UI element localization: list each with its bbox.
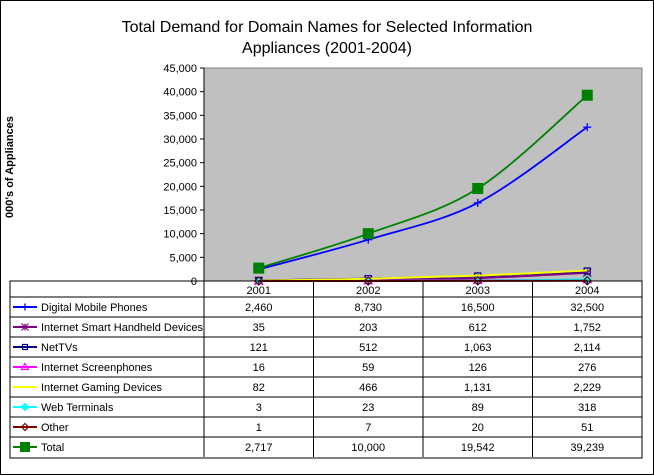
legend-key-marker-7 bbox=[20, 442, 30, 452]
legend-label-1: Internet Smart Handheld Devices bbox=[41, 322, 204, 334]
x-tick-label-1: 2002 bbox=[356, 285, 380, 297]
point-s7-2 bbox=[472, 183, 484, 195]
table-cell-s7-1: 10,000 bbox=[351, 442, 385, 454]
table-cell-s5-2: 89 bbox=[472, 402, 484, 414]
table-cell-s6-1: 7 bbox=[365, 422, 371, 434]
table-cell-s1-2: 612 bbox=[469, 322, 487, 334]
table-cell-s4-1: 466 bbox=[359, 382, 377, 394]
table-cell-s4-3: 2,229 bbox=[573, 382, 601, 394]
x-tick-label-0: 2001 bbox=[247, 285, 271, 297]
legend-key-marker-1 bbox=[21, 323, 29, 331]
table-cell-s3-2: 126 bbox=[469, 362, 487, 374]
table-cell-s7-0: 2,717 bbox=[245, 442, 273, 454]
table-cell-s3-0: 16 bbox=[253, 362, 265, 374]
table-cell-s1-0: 35 bbox=[253, 322, 265, 334]
y-tick-label-7: 35,000 bbox=[163, 110, 197, 122]
table-cell-s3-1: 59 bbox=[362, 362, 374, 374]
point-s7-3 bbox=[581, 89, 593, 101]
legend-key-marker-5 bbox=[20, 402, 30, 412]
table-cell-s6-3: 51 bbox=[581, 422, 593, 434]
table-cell-s2-1: 512 bbox=[359, 342, 377, 354]
y-tick-label-6: 30,000 bbox=[163, 134, 197, 146]
y-tick-label-4: 20,000 bbox=[163, 181, 197, 193]
chart-title: Total Demand for Domain Names for Select… bbox=[1, 17, 653, 59]
table-cell-s7-2: 19,542 bbox=[461, 442, 495, 454]
legend-label-4: Internet Gaming Devices bbox=[41, 382, 163, 394]
x-tick-label-3: 2004 bbox=[575, 285, 599, 297]
table-cell-s3-3: 276 bbox=[578, 362, 596, 374]
y-tick-label-0: 0 bbox=[191, 276, 197, 288]
table-cell-s4-2: 1,131 bbox=[464, 382, 492, 394]
chart-title-line1: Total Demand for Domain Names for Select… bbox=[121, 19, 533, 36]
legend-label-7: Total bbox=[41, 442, 64, 454]
legend-label-5: Web Terminals bbox=[41, 402, 114, 414]
table-cell-s5-3: 318 bbox=[578, 402, 596, 414]
y-tick-label-1: 5,000 bbox=[169, 252, 197, 264]
legend-key-marker-2 bbox=[21, 343, 29, 351]
table-cell-s2-3: 2,114 bbox=[574, 342, 601, 354]
table-cell-s0-1: 8,730 bbox=[354, 302, 382, 314]
table-cell-s0-3: 32,500 bbox=[570, 302, 604, 314]
plot-area bbox=[203, 67, 643, 282]
table-cell-s5-0: 3 bbox=[256, 402, 262, 414]
legend-label-0: Digital Mobile Phones bbox=[41, 302, 148, 314]
table-cell-s2-0: 121 bbox=[250, 342, 268, 354]
legend-label-6: Other bbox=[41, 422, 69, 434]
point-s7-1 bbox=[362, 228, 374, 240]
table-cell-s1-3: 1,752 bbox=[573, 322, 601, 334]
series-line-7 bbox=[258, 94, 588, 269]
table-cell-s6-2: 20 bbox=[472, 422, 484, 434]
chart-title-line2: Appliances (2001-2004) bbox=[242, 40, 412, 57]
series-line-4 bbox=[258, 269, 588, 282]
series-line-0 bbox=[258, 126, 588, 271]
y-tick-label-9: 45,000 bbox=[163, 63, 197, 75]
legend-label-2: NetTVs bbox=[41, 342, 78, 354]
y-tick-label-5: 25,000 bbox=[163, 158, 197, 170]
y-tick-label-2: 10,000 bbox=[163, 229, 197, 241]
y-tick-label-3: 15,000 bbox=[163, 205, 197, 217]
point-s0-2 bbox=[473, 198, 482, 207]
y-tick-label-8: 40,000 bbox=[163, 87, 197, 99]
table-cell-s0-2: 16,500 bbox=[461, 302, 495, 314]
table-cell-s4-0: 82 bbox=[253, 382, 265, 394]
legend-key-marker-0 bbox=[21, 303, 29, 311]
table-cell-s7-3: 39,239 bbox=[570, 442, 604, 454]
legend-label-3: Internet Screenphones bbox=[41, 362, 153, 374]
x-tick-label-2: 2003 bbox=[466, 285, 490, 297]
table-cell-s6-0: 1 bbox=[256, 422, 262, 434]
table-cell-s1-1: 203 bbox=[359, 322, 377, 334]
table-cell-s0-0: 2,460 bbox=[245, 302, 273, 314]
table-cell-s2-2: 1,063 bbox=[464, 342, 492, 354]
legend-key-marker-6 bbox=[20, 422, 30, 432]
table-cell-s5-1: 23 bbox=[362, 402, 374, 414]
point-s0-3 bbox=[583, 123, 592, 132]
point-s7-0 bbox=[253, 262, 265, 274]
legend-key-marker-3 bbox=[20, 362, 30, 371]
